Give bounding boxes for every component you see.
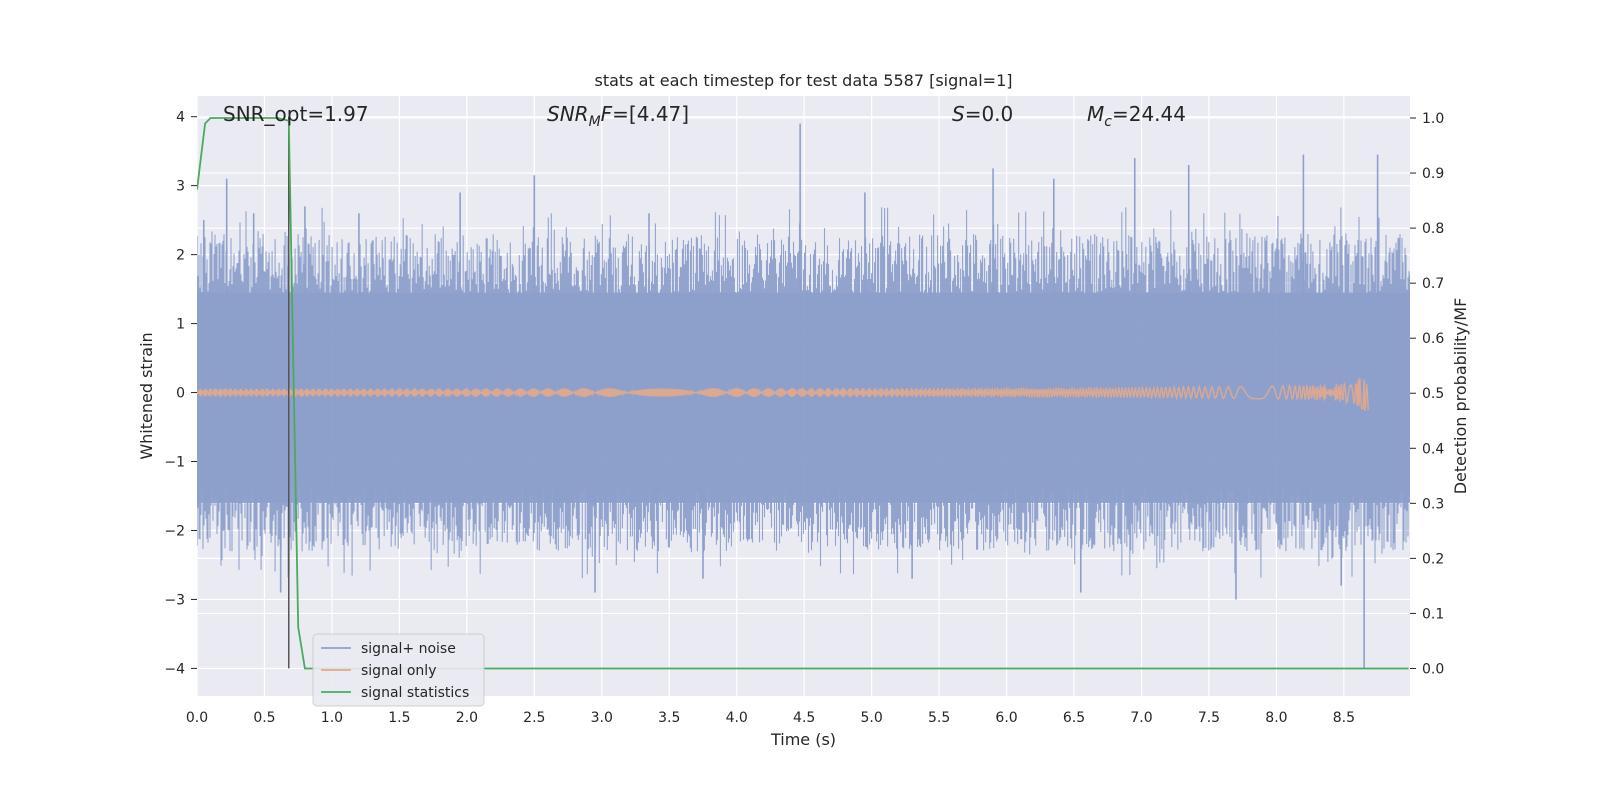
y-tick-label: 0 [176,386,185,402]
y-tick-label: −3 [164,592,185,608]
y-tick-label: 1 [176,317,185,333]
x-tick-label: 4.5 [793,710,815,726]
x-tick-label: 7.5 [1198,710,1220,726]
x-tick-label: 8.0 [1265,710,1287,726]
x-tick-label: 2.0 [456,710,478,726]
signal-trace [197,378,1369,411]
y-right-tick-label: 0.7 [1422,276,1444,292]
y-right-tick-label: 0.2 [1422,551,1444,567]
y-right-axis-label: Detection probability/MF [1451,298,1470,495]
x-tick-label: 2.5 [523,710,545,726]
y-tick-label: −2 [164,523,185,539]
x-tick-label: 5.0 [861,710,883,726]
series-signal-statistics [197,117,1409,670]
y-tick-label: 4 [176,110,185,126]
y-tick-label: −1 [164,455,185,471]
y-right-axis-ticks: 0.0 0.1 0.2 0.3 0.4 0.5 0.6 0.7 0.8 0.9 1.0 [1410,111,1444,677]
legend-label: signal statistics [361,685,469,701]
legend: signal+ noise signal only signal statistic… [312,633,485,707]
y-right-tick-label: 0.8 [1422,221,1444,237]
y-right-tick-label: 0.0 [1422,661,1444,677]
x-tick-label: 7.0 [1130,710,1152,726]
x-tick-label: 5.5 [928,710,950,726]
y-right-tick-label: 0.4 [1422,441,1444,457]
x-tick-label: 8.5 [1333,710,1355,726]
y-tick-label: 3 [176,179,185,195]
x-tick-label: 0.5 [253,710,275,726]
x-axis-label: Time (s) [770,730,836,749]
x-tick-label: 6.5 [1063,710,1085,726]
y-right-tick-label: 0.9 [1422,166,1444,182]
noise-core [197,292,1410,503]
legend-box [312,633,485,707]
x-tick-label: 1.5 [388,710,410,726]
y-axis-ticks: −4 −3 −2 −1 0 1 2 3 4 [164,110,197,677]
legend-label: signal only [361,663,436,679]
annotation-snr-mf: SNRMF=[4.47] [547,102,689,130]
y-right-tick-label: 0.1 [1422,606,1444,622]
y-axis-label: Whitened strain [137,332,156,459]
x-tick-label: 0.0 [186,710,208,726]
y-tick-label: 2 [176,248,185,264]
x-axis-ticks: 0.0 0.5 1.0 1.5 2.0 2.5 3.0 3.5 4.0 4.5 5.0 5.5 6.0 6… [186,710,1355,726]
x-tick-label: 3.0 [591,710,613,726]
annotation-mc: Mc=24.44 [1087,102,1186,130]
series-signal-only [197,378,1369,411]
x-tick-label: 3.5 [658,710,680,726]
annotation-snr-opt: SNR_opt=1.97 [223,102,369,126]
legend-label: signal+ noise [361,641,456,657]
y-right-tick-label: 0.6 [1422,331,1444,347]
x-tick-label: 4.0 [726,710,748,726]
y-right-tick-label: 0.3 [1422,496,1444,512]
y-right-tick-label: 1.0 [1422,111,1444,127]
y-right-tick-label: 0.5 [1422,386,1444,402]
annotation-s: S=0.0 [952,102,1013,126]
y-tick-label: −4 [164,661,185,677]
x-tick-label: 6.0 [995,710,1017,726]
chart-title: stats at each timestep for test data 558… [594,71,1012,90]
x-tick-label: 1.0 [321,710,343,726]
